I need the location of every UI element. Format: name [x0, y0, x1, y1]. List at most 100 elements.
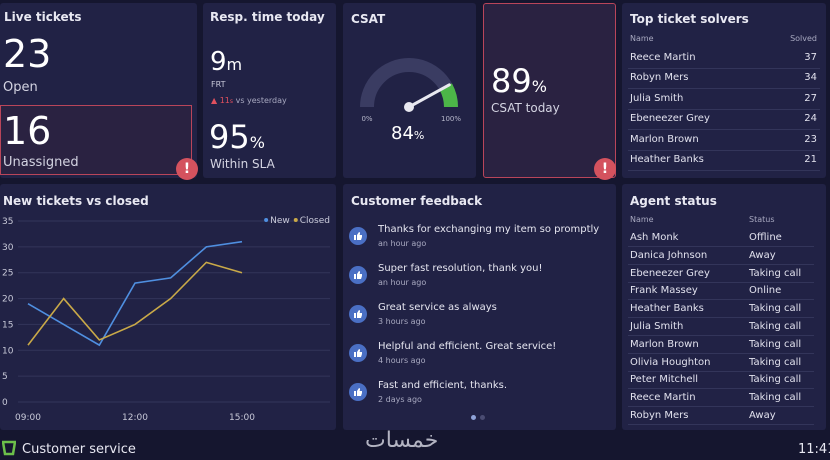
csat-today-metric: 89%	[491, 62, 547, 100]
unassigned-value: 16	[3, 109, 52, 153]
panel-title: Live tickets	[4, 10, 82, 24]
gauge-needle	[407, 83, 451, 109]
agent-status-panel: Agent status Name Status Ash Monk Offline Da…	[622, 184, 826, 430]
gauge-band	[439, 83, 458, 108]
csat-today-label: CSAT today	[491, 101, 560, 115]
solver-name: Julia Smith	[630, 92, 684, 104]
row-divider	[628, 88, 820, 90]
feedback-panel: Customer feedback Thanks for exchanging …	[343, 184, 616, 430]
x-tick-label: 12:00	[122, 413, 148, 423]
row-divider	[628, 68, 820, 69]
agent-status: Online	[749, 285, 782, 297]
delta-unit: s	[229, 98, 234, 105]
delta: ▲ 11s vs yesterday	[211, 96, 287, 105]
page-dot-active	[471, 415, 476, 420]
csat-panel: CSAT 0% 100% 84%	[343, 3, 476, 178]
feedback-text: Great service as always	[378, 302, 497, 313]
csat-today-value: 89	[491, 62, 532, 100]
agent-name: Frank Massey	[630, 285, 698, 297]
agent-status: Away	[749, 249, 776, 261]
agent-status: Taking call	[749, 374, 802, 386]
top-solvers-panel: Top ticket solvers Name Solved Reece Marti…	[622, 3, 826, 178]
row-divider	[628, 317, 814, 319]
agent-name: Heather Banks	[630, 303, 704, 315]
row-divider	[628, 406, 814, 408]
agent-status: Taking call	[749, 303, 802, 315]
solver-name: Ebeneezer Grey	[630, 113, 710, 125]
thumb	[354, 232, 362, 240]
feedback-text: Thanks for exchanging my item so promptl…	[378, 224, 600, 235]
row-divider	[628, 246, 814, 247]
row-divider	[628, 299, 814, 301]
solver-name: Marlon Brown	[630, 133, 699, 145]
open-value: 23	[3, 32, 52, 76]
panel-title: Agent status	[630, 194, 717, 208]
delta-arrow: ▲	[211, 96, 218, 105]
thumb	[354, 310, 362, 318]
feedback-text: Fast and efficient, thanks.	[378, 380, 508, 391]
agent-status: Taking call	[749, 321, 802, 332]
solver-name: Heather Banks	[630, 154, 704, 165]
row-divider	[628, 352, 814, 354]
agent-name: Marlon Brown	[630, 338, 699, 350]
row-divider	[628, 281, 814, 283]
row-divider	[628, 388, 814, 390]
solver-name: Reece Martin	[630, 52, 696, 63]
delta-value: 11	[219, 96, 230, 105]
gauge-max-label: 100%	[441, 115, 461, 123]
frt-label: FRT	[211, 80, 226, 89]
legend-label: Closed	[300, 216, 330, 226]
solver-count: 21	[804, 154, 817, 165]
sla-metric: 95%	[209, 118, 265, 156]
unassigned-box	[0, 105, 192, 175]
chart-title: New tickets vs closed	[3, 194, 149, 208]
thumb	[354, 388, 362, 396]
y-tick-label: 30	[2, 243, 14, 253]
frt-metric: 9m	[210, 47, 242, 77]
thumb	[354, 349, 362, 357]
delta-label: vs yesterday	[235, 96, 287, 105]
panel-title: Customer feedback	[351, 194, 483, 208]
x-tick-label: 15:00	[229, 413, 255, 423]
clock: 11:41	[798, 442, 830, 457]
panel-title: Top ticket solvers	[630, 12, 749, 26]
feedback-time: 4 hours ago	[378, 356, 426, 365]
row-divider	[628, 149, 820, 151]
agent-status: Taking call	[749, 392, 802, 404]
feedback-text: Helpful and efficient. Great service!	[378, 341, 557, 352]
csat-today-unit: %	[531, 77, 547, 96]
live-tickets-panel: Live tickets 23 Open 16 Unassigned !	[0, 3, 198, 180]
agent-status: Away	[749, 410, 776, 421]
agent-name: Julia Smith	[630, 321, 684, 332]
agent-name: Olivia Houghton	[630, 356, 711, 368]
page-dot	[480, 415, 485, 420]
thumbs-up-icon	[349, 344, 367, 362]
feedback-time: an hour ago	[378, 239, 427, 248]
gauge-track	[360, 58, 458, 108]
table-header: Name	[630, 34, 654, 43]
watermark: خمسات	[365, 428, 439, 453]
csat-today-panel: 89% CSAT today !	[483, 3, 616, 180]
feedback-time: 2 days ago	[378, 395, 422, 404]
table-header: Solved	[790, 34, 817, 43]
solver-count: 37	[804, 52, 817, 63]
legend-swatch	[293, 218, 298, 222]
csat-unit: %	[413, 129, 425, 142]
y-tick-label: 0	[2, 398, 8, 408]
agent-name: Robyn Mers	[630, 410, 689, 421]
gauge-min-label: 0%	[361, 115, 372, 123]
row-divider	[628, 263, 814, 265]
agent-name: Reece Martin	[630, 392, 696, 404]
y-tick-label: 10	[2, 346, 14, 356]
thumbs-up-icon	[349, 383, 367, 401]
solver-count: 23	[804, 133, 817, 145]
frt-value: 9	[210, 47, 227, 77]
csat-value: 84	[391, 123, 414, 144]
y-tick-label: 25	[2, 269, 13, 279]
row-divider	[628, 108, 820, 110]
feedback-time: 3 hours ago	[378, 317, 426, 326]
solver-count: 24	[804, 113, 817, 125]
y-tick-label: 5	[2, 372, 8, 382]
sla-value: 95	[209, 118, 250, 156]
